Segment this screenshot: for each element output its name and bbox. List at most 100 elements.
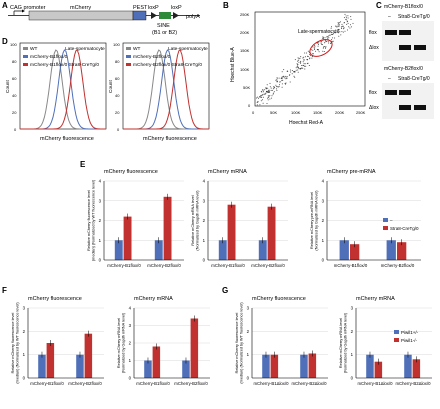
scatter-point (307, 50, 309, 52)
hist-right-legend-cre-swatch (126, 63, 131, 66)
bar (339, 240, 349, 261)
scatter-point (297, 67, 299, 69)
sine-label: SINE (157, 23, 170, 29)
scatter-point (303, 56, 305, 58)
gel-bottom-band-flox-lane2 (399, 90, 411, 95)
scatter-point (328, 37, 330, 39)
scatter-point (313, 44, 315, 46)
panel-letter-e: E (80, 160, 86, 169)
hist-right-ylabel: Count (108, 80, 114, 93)
y-tick-label: 0 (247, 376, 250, 381)
scatter-point (286, 70, 288, 72)
scatter-point (286, 76, 288, 77)
legend-swatch (394, 330, 399, 334)
scatter-point (263, 91, 264, 93)
chart-title: mCherry mRNA (134, 296, 173, 302)
scatter-point (297, 60, 298, 62)
gel-top-title: mCherry-B1flox/0 (384, 4, 423, 10)
hist-left-ytick-0: 0 (14, 127, 17, 132)
scatter-point (257, 101, 259, 103)
chart-title: mCherry mRNA (356, 296, 395, 302)
y-axis-label: Relative mCherry fluorescence level(medi… (11, 302, 20, 384)
scatter-point (262, 89, 264, 90)
legend-label: – (390, 218, 393, 223)
bar-legends: – Stra8-CreTg/0 Piwil1+/- Piwil1-/- (383, 218, 419, 343)
bar (154, 240, 163, 261)
category-label: mCherry-B2flox/0 (68, 381, 102, 386)
late-spermatocyte-gate (309, 39, 333, 57)
scatter-point (322, 47, 324, 49)
scatter-point (262, 96, 264, 98)
scatter-point (323, 46, 325, 48)
scatter-point (260, 96, 262, 98)
scatter-point (267, 97, 268, 99)
y-tick-label: 1 (351, 352, 354, 357)
scatter-point (312, 53, 314, 55)
bar (308, 353, 317, 378)
scatter-point (300, 67, 302, 69)
scatter-point (298, 58, 300, 60)
scatter-point (345, 15, 347, 17)
scatter-point (316, 49, 318, 50)
scatter-point (339, 21, 341, 23)
scatter-point (332, 34, 334, 35)
scatter-point (258, 97, 259, 99)
y-tick-label: 3 (351, 306, 354, 311)
loxp-2-triangle (173, 12, 179, 19)
scatter-point (337, 24, 339, 26)
scatter-point (318, 51, 320, 53)
loxp-2-label: loxP (171, 5, 182, 11)
scatter-point (318, 42, 320, 44)
gel-bottom-band-dlox-lane3 (414, 105, 426, 110)
scatter-point (327, 31, 329, 33)
scatter-point (349, 24, 351, 26)
scatter-point (332, 37, 334, 39)
panel-c-gels: mCherry-B1flox/0 – Stra8-CreTg/0 flox Δl… (369, 4, 434, 119)
y-tick-250k: 250K (240, 12, 250, 17)
bar (374, 361, 383, 378)
y-tick-label: 4 (203, 179, 206, 184)
scatter-point (308, 65, 310, 66)
category-label: mCherry-B2Δlox/0 (291, 381, 327, 386)
chart-title: mCherry fluorescence (28, 296, 82, 302)
scatter-point (265, 92, 267, 94)
scatter-point (314, 47, 316, 49)
scatter-point (327, 37, 329, 39)
scatter-point (335, 25, 337, 27)
y-tick-label: 2 (23, 329, 26, 334)
scatter-point (322, 50, 324, 52)
hist-left-ytick-100: 100 (10, 42, 17, 47)
scatter-point (303, 59, 305, 61)
y-tick-50k: 50K (243, 85, 250, 90)
gel-top-band-dlox-lane2 (399, 45, 411, 50)
scatter-point (284, 83, 286, 84)
scatter-point (326, 40, 328, 42)
bar (404, 354, 412, 378)
y-tick-150k: 150K (240, 48, 250, 53)
panel-letter-g: G (222, 286, 228, 295)
scatter-point (280, 77, 282, 79)
scatter-point (296, 63, 298, 65)
scatter-point (267, 95, 269, 97)
scatter-point (342, 25, 344, 27)
y-axis-label: Relative mCherry pre-mRNA level(Normaliz… (310, 190, 319, 251)
scatter-point (311, 56, 313, 58)
bar (190, 318, 199, 378)
scatter-point (344, 30, 346, 32)
bar (386, 240, 396, 261)
x-tick-50k: 50K (270, 110, 277, 115)
y-tick-200k: 200K (240, 30, 250, 35)
y-tick-label: 2 (351, 329, 354, 334)
y-tick-label: 1 (129, 358, 132, 363)
gel-bottom (382, 83, 434, 119)
hist-right-xlabel: mCherry fluorescence (143, 136, 197, 142)
bar-chart-1: mCherry mRNA 0 1 2 3 4 Relative mCherry mRNA l… (191, 169, 288, 268)
scatter-point (347, 17, 349, 19)
panel-a-construct: CAG promoter mCherry PEST loxP loxP poly… (8, 5, 200, 36)
y-tick-label: 1 (247, 352, 250, 357)
bar (144, 360, 152, 378)
scatter-point (277, 86, 279, 88)
x-tick-0: 0 (252, 110, 255, 115)
scatter-point (322, 37, 324, 39)
hist-left-curves (20, 49, 106, 130)
